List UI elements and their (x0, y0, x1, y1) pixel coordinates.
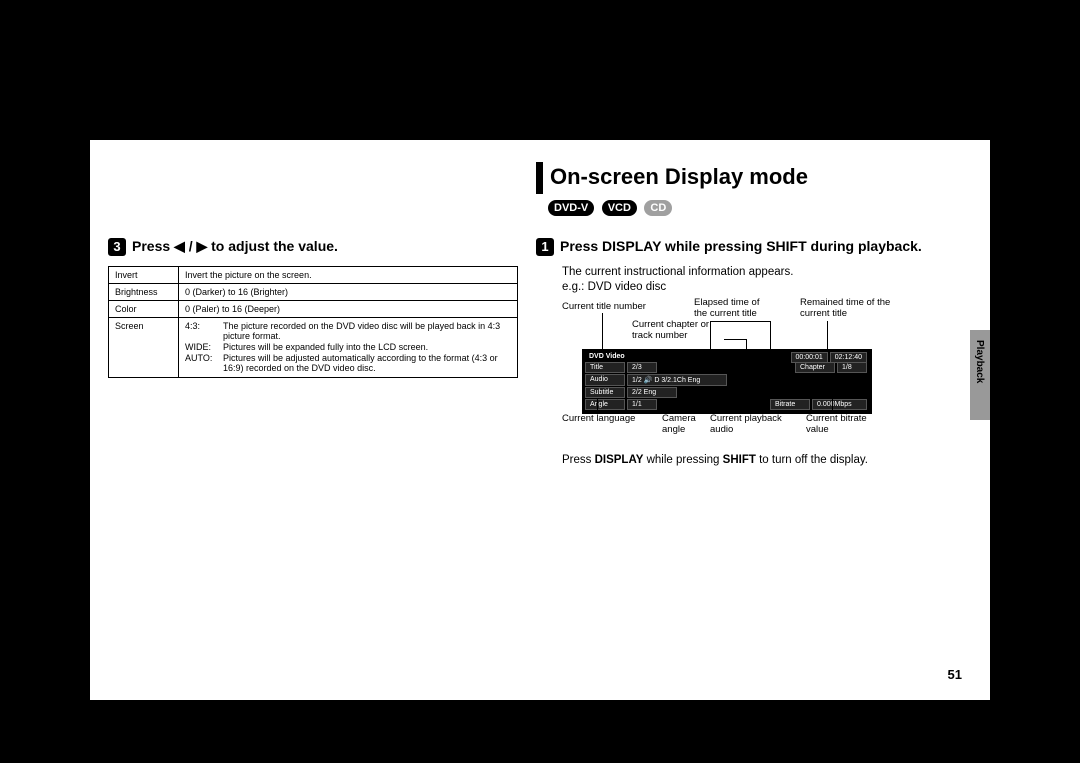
setting-name: Color (109, 301, 179, 318)
osd-remained: 02:12:40 (830, 352, 867, 363)
osd-panel: DVD Video Title 2/3 Chapter 1/8 00:00:01… (582, 349, 872, 414)
osd-title-val: 2/3 (627, 362, 657, 373)
table-row: Invert Invert the picture on the screen. (109, 267, 518, 284)
osd-chapter-key: Chapter (795, 362, 835, 373)
badge-dvdv: DVD-V (548, 200, 594, 216)
step-1-body: The current instructional information ap… (562, 266, 956, 278)
step-number-1: 1 (536, 238, 554, 256)
table-row: Color 0 (Paler) to 16 (Deeper) (109, 301, 518, 318)
footnote-shift: SHIFT (723, 454, 756, 466)
osd-bitrate-val: 0.000Mbps (812, 399, 867, 410)
section-title: On-screen Display mode (550, 164, 808, 190)
setting-name: Invert (109, 267, 179, 284)
label-title-number: Current title number (562, 301, 646, 312)
example-label: e.g.: DVD video disc (562, 281, 956, 293)
label-elapsed: Elapsed time of the current title (694, 297, 774, 319)
label-bitrate: Current bitrate value (806, 413, 876, 435)
label-chapter: Current chapter or track number (632, 319, 722, 341)
label-angle: Camera angle (662, 413, 702, 435)
leader-line (832, 399, 833, 413)
osd-chapter-val: 1/8 (837, 362, 867, 373)
step-3-heading: 3 Press ◀ / ▶ to adjust the value. (108, 238, 518, 256)
screen-43-val: The picture recorded on the DVD video di… (223, 321, 511, 341)
osd-angle-key: Angle (585, 399, 625, 410)
setting-name: Screen (109, 318, 179, 378)
leader-line (597, 399, 598, 413)
leader-line (732, 399, 733, 413)
setting-desc: 0 (Paler) to 16 (Deeper) (179, 301, 518, 318)
table-row: Brightness 0 (Darker) to 16 (Brighter) (109, 284, 518, 301)
leader-line (602, 313, 603, 349)
screen-wide-val: Pictures will be expanded fully into the… (223, 342, 511, 352)
footnote-text: to turn off the display. (756, 454, 868, 466)
title-rule (536, 162, 543, 194)
osd-angle-val: 1/1 (627, 399, 657, 410)
label-language: Current language (562, 413, 635, 424)
footnote: Press DISPLAY while pressing SHIFT to tu… (562, 453, 956, 467)
leader-line (710, 321, 770, 322)
screen-auto-val: Pictures will be adjusted automatically … (223, 353, 511, 373)
osd-audio-key: Audio (585, 374, 625, 386)
right-column: 1 Press DISPLAY while pressing SHIFT dur… (536, 238, 956, 467)
setting-desc-screen: 4:3:The picture recorded on the DVD vide… (179, 318, 518, 378)
screen-wide-key: WIDE: (185, 342, 223, 352)
badge-cd: CD (644, 200, 672, 216)
step-1-heading: 1 Press DISPLAY while pressing SHIFT dur… (536, 238, 956, 256)
osd-diagram: Current title number Elapsed time of the… (562, 301, 942, 441)
left-column: 3 Press ◀ / ▶ to adjust the value. Inver… (108, 238, 518, 378)
picture-settings-table: Invert Invert the picture on the screen.… (108, 266, 518, 378)
page-number: 51 (948, 667, 962, 682)
setting-desc: 0 (Darker) to 16 (Brighter) (179, 284, 518, 301)
leader-line (677, 399, 678, 413)
setting-name: Brightness (109, 284, 179, 301)
osd-subtitle-key: Subtitle (585, 387, 625, 398)
osd-elapsed: 00:00:01 (791, 352, 828, 363)
step-1-text: Press DISPLAY while pressing SHIFT durin… (560, 238, 956, 254)
section-title-block: On-screen Display mode (550, 164, 808, 190)
step-3-text: Press ◀ / ▶ to adjust the value. (132, 238, 518, 255)
table-row: Screen 4:3:The picture recorded on the D… (109, 318, 518, 378)
label-audio: Current playback audio (710, 413, 800, 435)
footnote-text: while pressing (643, 454, 722, 466)
step-number-3: 3 (108, 238, 126, 256)
footnote-display: DISPLAY (595, 454, 644, 466)
setting-desc: Invert the picture on the screen. (179, 267, 518, 284)
screen-43-key: 4:3: (185, 321, 223, 341)
leader-line (724, 339, 746, 340)
screen-auto-key: AUTO: (185, 353, 223, 373)
disc-type-badges: DVD-V VCD CD (548, 198, 675, 216)
footnote-text: Press (562, 454, 595, 466)
manual-page: On-screen Display mode DVD-V VCD CD 3 Pr… (90, 140, 990, 700)
osd-title-key: Title (585, 362, 625, 373)
osd-bitrate-key: Bitrate (770, 399, 810, 410)
label-remained: Remained time of the current title (800, 297, 900, 319)
osd-subtitle-val: 2/2 Eng (627, 387, 677, 398)
section-tab: Playback (970, 330, 990, 420)
osd-audio-val: 1/2 🔊 D 3/2.1Ch Eng (627, 374, 727, 386)
section-tab-label: Playback (974, 340, 985, 383)
badge-vcd: VCD (602, 200, 637, 216)
